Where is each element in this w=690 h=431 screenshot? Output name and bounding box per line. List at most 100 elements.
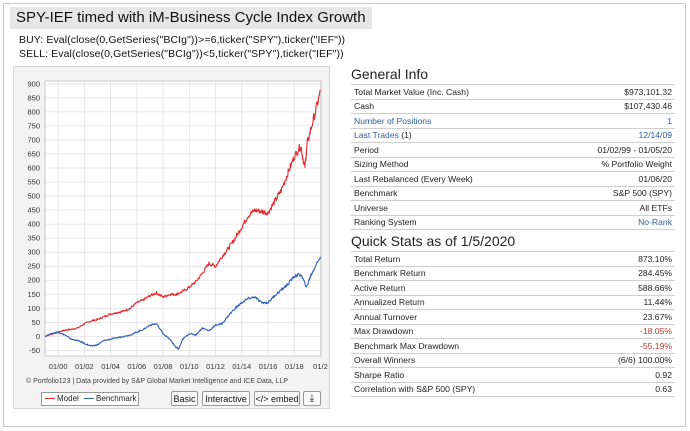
y-tick-label: 650 bbox=[27, 149, 40, 158]
legend-item-model[interactable]: Model bbox=[45, 393, 79, 405]
general-info-value[interactable]: 12/14/09 bbox=[547, 128, 675, 143]
general-info-table: Total Market Value (Inc. Cash) $973,101.3… bbox=[351, 84, 675, 230]
general-info-value: % Portfolio Weight bbox=[547, 157, 675, 172]
general-info-value: S&P 500 (SPY) bbox=[547, 186, 675, 201]
general-info-title: General Info bbox=[351, 66, 429, 82]
download-button[interactable]: ⤓ bbox=[303, 391, 321, 406]
y-tick-label: 850 bbox=[27, 93, 40, 102]
quick-stats-row: Total Return 873.10% bbox=[351, 251, 675, 267]
general-info-label: Benchmark bbox=[351, 186, 548, 201]
quick-stats-title: Quick Stats as of 1/5/2020 bbox=[351, 233, 516, 249]
general-info-label: Period bbox=[351, 142, 548, 158]
quick-stats-label: Sharpe Ratio bbox=[351, 367, 572, 383]
y-tick-label: 700 bbox=[27, 135, 40, 144]
general-info-row: Ranking System No-Rank bbox=[351, 215, 675, 230]
quick-stats-value: -55.19% bbox=[571, 338, 675, 354]
quick-stats-value: -18.05% bbox=[571, 324, 675, 339]
quick-stats-row: Active Return 588.66% bbox=[351, 280, 675, 296]
quick-stats-label: Annual Turnover bbox=[351, 309, 572, 325]
chart-credit: © Portfolio123 | Data provided by S&P Gl… bbox=[26, 378, 289, 385]
quick-stats-label: Annualized Return bbox=[351, 295, 572, 310]
general-info-row: Total Market Value (Inc. Cash) $973,101.3… bbox=[351, 84, 675, 100]
general-info-row: Period 01/02/99 - 01/05/20 bbox=[351, 142, 675, 158]
y-tick-label: 0 bbox=[36, 332, 40, 341]
basic-button[interactable]: Basic bbox=[171, 391, 198, 406]
general-info-section: General Info Total Market Value (Inc. Ca… bbox=[351, 64, 675, 230]
y-tick-label: 250 bbox=[27, 262, 40, 271]
quick-stats-label: Active Return bbox=[351, 280, 572, 296]
y-tick-label: 100 bbox=[27, 304, 40, 313]
legend-label-benchmark: Benchmark bbox=[96, 394, 137, 403]
general-info-row: Universe All ETFs bbox=[351, 200, 675, 216]
quick-stats-label: Max Drawdown bbox=[351, 324, 572, 339]
quick-stats-value: (6/6) 100.00% bbox=[571, 353, 675, 368]
quick-stats-section: Quick Stats as of 1/5/2020 Total Return 8… bbox=[351, 231, 675, 397]
quick-stats-row: Benchmark Return 284.45% bbox=[351, 266, 675, 281]
general-info-value: 01/02/99 - 01/05/20 bbox=[547, 142, 675, 158]
quick-stats-row: Max Drawdown -18.05% bbox=[351, 324, 675, 339]
y-tick-label: 50 bbox=[32, 318, 40, 327]
y-tick-label: 350 bbox=[27, 234, 40, 243]
y-tick-label: 200 bbox=[27, 276, 40, 285]
quick-stats-label: Correlation with S&P 500 (SPY) bbox=[351, 382, 572, 397]
y-tick-label: 900 bbox=[27, 79, 40, 88]
quick-stats-value: 0.92 bbox=[571, 367, 675, 383]
general-info-value: $973,101.32 bbox=[547, 84, 675, 100]
page-frame bbox=[3, 3, 686, 427]
legend-swatch-model bbox=[45, 398, 55, 400]
y-tick-label: 750 bbox=[27, 121, 40, 130]
quick-stats-row: Annualized Return 11.44% bbox=[351, 295, 675, 310]
x-tick-label: 01/02 bbox=[75, 362, 94, 371]
y-tick-label: 300 bbox=[27, 248, 40, 257]
general-info-row: Number of Positions 1 bbox=[351, 113, 675, 129]
y-tick-label: 150 bbox=[27, 290, 40, 299]
general-info-link[interactable]: Number of Positions bbox=[354, 115, 432, 126]
y-tick-label: 800 bbox=[27, 107, 40, 116]
x-tick-label: 01/14 bbox=[232, 362, 251, 371]
general-info-link[interactable]: Last Trades bbox=[354, 130, 399, 141]
chart-legend: Model Benchmark bbox=[41, 392, 139, 406]
quick-stats-row: Correlation with S&P 500 (SPY) 0.63 bbox=[351, 382, 675, 397]
x-tick-label: 01/04 bbox=[101, 362, 120, 371]
legend-swatch-benchmark bbox=[84, 398, 95, 400]
general-info-value: $107,430.46 bbox=[547, 99, 675, 114]
page-title: SPY-IEF timed with iM-Business Cycle Ind… bbox=[10, 7, 372, 29]
general-info-value[interactable]: 1 bbox=[547, 113, 675, 129]
quick-stats-value: 873.10% bbox=[571, 251, 675, 267]
general-info-value: All ETFs bbox=[547, 200, 675, 216]
series-line-benchmark bbox=[44, 256, 322, 350]
download-icon: ⤓ bbox=[309, 393, 315, 404]
general-info-row: Last Rebalanced (Every Week) 01/06/20 bbox=[351, 171, 675, 187]
quick-stats-row: Sharpe Ratio 0.92 bbox=[351, 367, 675, 383]
general-info-row: Benchmark S&P 500 (SPY) bbox=[351, 186, 675, 201]
embed-button[interactable]: </> embed bbox=[254, 391, 300, 406]
legend-label-model: Model bbox=[57, 394, 79, 403]
x-tick-label: 01/00 bbox=[49, 362, 68, 371]
general-info-label: Cash bbox=[351, 99, 548, 114]
general-info-value: 01/06/20 bbox=[547, 171, 675, 187]
quick-stats-label: Total Return bbox=[351, 251, 572, 267]
y-tick-label: -50 bbox=[29, 346, 40, 355]
quick-stats-value: 588.66% bbox=[571, 280, 675, 296]
quick-stats-label: Benchmark Max Drawdown bbox=[351, 338, 572, 354]
general-info-label[interactable]: Last Trades (1) bbox=[351, 128, 548, 143]
buy-rule: BUY: Eval(close(0,GetSeries("BCIg"))>=6,… bbox=[19, 34, 346, 46]
legend-item-benchmark[interactable]: Benchmark bbox=[84, 393, 137, 405]
x-tick-label: 01/2 bbox=[313, 362, 328, 371]
general-info-label: Universe bbox=[351, 200, 548, 216]
quick-stats-label: Overall Winners bbox=[351, 353, 572, 368]
general-info-row: Cash $107,430.46 bbox=[351, 99, 675, 114]
x-tick-label: 01/16 bbox=[259, 362, 278, 371]
plot-area bbox=[45, 81, 321, 356]
quick-stats-value: 23.67% bbox=[571, 309, 675, 325]
general-info-row: Sizing Method% Portfolio Weight bbox=[351, 157, 675, 172]
quick-stats-row: Overall Winners (6/6) 100.00% bbox=[351, 353, 675, 368]
general-info-row: Last Trades (1) 12/14/09 bbox=[351, 128, 675, 143]
general-info-label[interactable]: Number of Positions bbox=[351, 113, 548, 129]
interactive-button[interactable]: Interactive bbox=[202, 391, 250, 406]
series-line-model bbox=[44, 89, 321, 337]
y-tick-label: 400 bbox=[27, 220, 40, 229]
general-info-value[interactable]: No-Rank bbox=[547, 215, 675, 230]
x-tick-label: 01/18 bbox=[285, 362, 304, 371]
